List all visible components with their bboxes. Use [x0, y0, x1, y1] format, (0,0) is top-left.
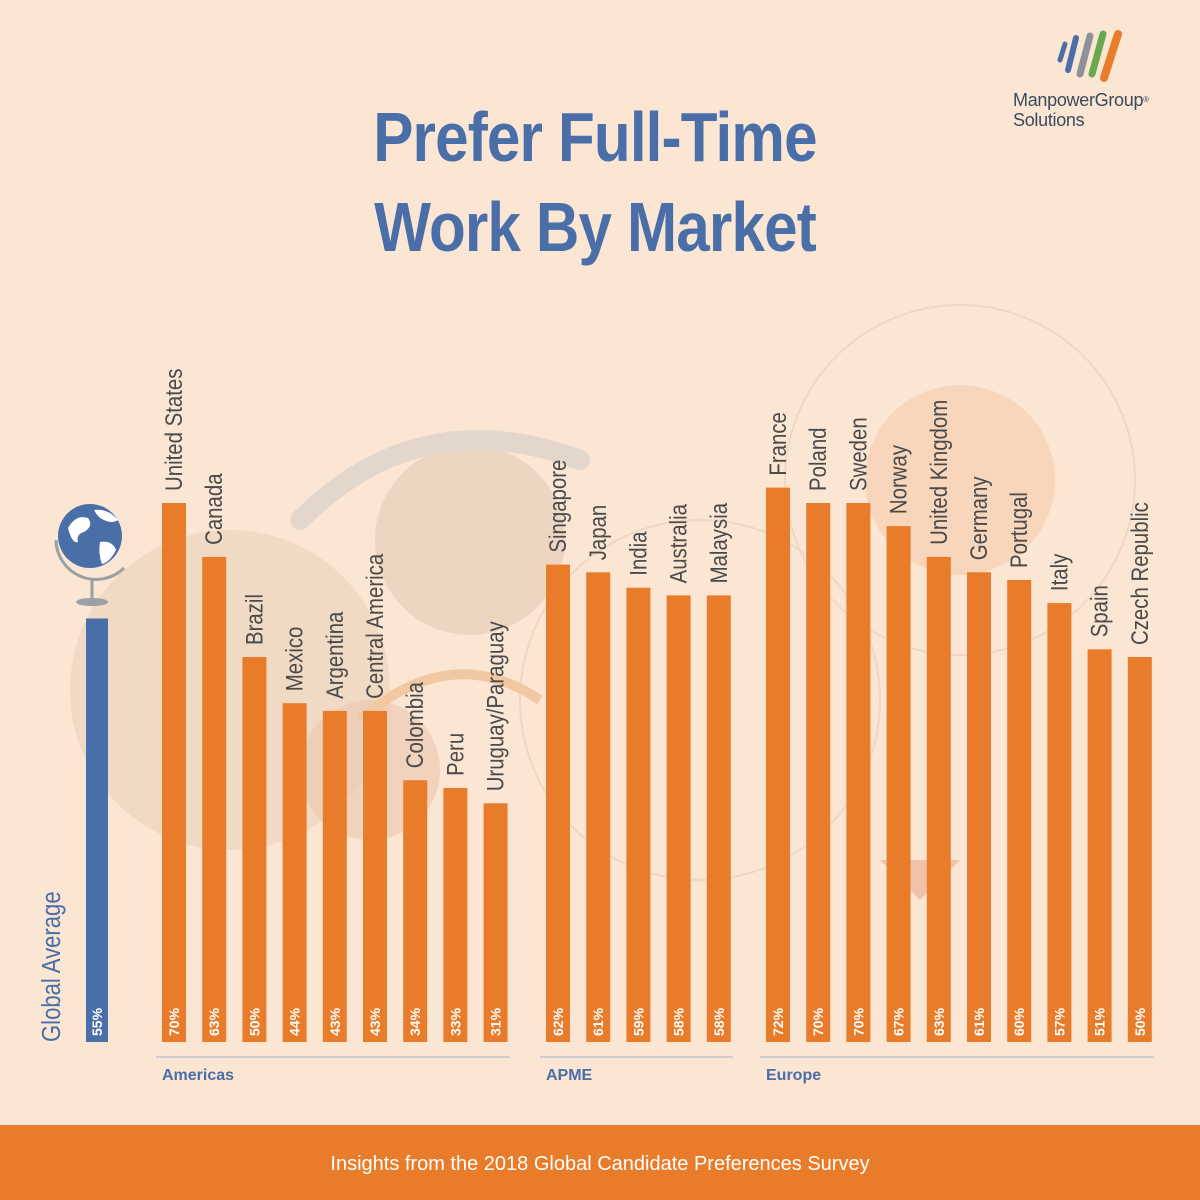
bar-malaysia — [706, 595, 731, 1042]
globe-icon-base — [76, 598, 108, 606]
bar-spain — [1087, 649, 1112, 1042]
brand-reg-mark: ® — [1143, 95, 1149, 104]
globe-icon-stand-arc — [54, 539, 126, 581]
value-label-australia: 58% — [671, 1007, 687, 1036]
category-label-france: France — [764, 412, 791, 475]
bar-singapore — [546, 564, 570, 1042]
value-label-italy: 57% — [1051, 1007, 1067, 1036]
category-label-czech-republic: Czech Republic — [1126, 502, 1153, 645]
chart-title-line-1: Prefer Full-Time — [373, 98, 817, 176]
value-label-canada: 63% — [206, 1007, 222, 1036]
bar-united-kingdom — [926, 556, 951, 1042]
value-label-france: 72% — [770, 1007, 786, 1036]
category-label-canada: Canada — [201, 473, 228, 545]
category-label-poland: Poland — [805, 427, 832, 491]
category-label-colombia: Colombia — [402, 681, 429, 768]
bar-argentina — [322, 710, 347, 1042]
category-label-malaysia: Malaysia — [705, 502, 732, 583]
category-label-spain: Spain — [1086, 585, 1113, 637]
bar-colombia — [403, 780, 428, 1042]
bar-sweden — [846, 503, 871, 1042]
bar-poland — [806, 503, 831, 1042]
bar-france — [766, 487, 790, 1043]
category-label-peru: Peru — [442, 733, 469, 776]
bar-central-america — [363, 710, 387, 1042]
category-label-norway: Norway — [885, 444, 912, 514]
value-label-brazil: 50% — [246, 1007, 262, 1036]
category-label-central-america: Central America — [361, 553, 388, 699]
bar-norway — [886, 526, 911, 1042]
bar-canada — [202, 556, 227, 1042]
value-label-sweden: 70% — [850, 1007, 866, 1036]
globe-icon — [58, 504, 122, 568]
bar-india — [626, 587, 651, 1042]
bar-mexico — [282, 703, 307, 1042]
bar-uruguay-paraguay — [483, 803, 508, 1042]
value-label-argentina: 43% — [327, 1007, 343, 1036]
category-label-argentina: Argentina — [321, 611, 348, 699]
value-label-united-kingdom: 63% — [931, 1007, 947, 1036]
brand-logo-text: ManpowerGroup® Solutions — [1013, 90, 1149, 130]
category-label-uruguay-paraguay: Uruguay/Paraguay — [482, 620, 509, 791]
value-label-poland: 70% — [810, 1007, 826, 1036]
value-label-united-states: 70% — [166, 1007, 182, 1036]
value-label-peru: 33% — [447, 1007, 463, 1036]
value-label-colombia: 34% — [407, 1007, 423, 1036]
chart-title-line-2: Work By Market — [374, 188, 817, 266]
bar-brazil — [242, 657, 267, 1042]
value-label-uruguay-paraguay: 31% — [488, 1007, 504, 1036]
category-label-mexico: Mexico — [281, 627, 308, 692]
globe-icon-land-2 — [94, 509, 118, 522]
brand-name: ManpowerGroup — [1013, 90, 1144, 110]
value-label-japan: 61% — [590, 1007, 606, 1036]
category-label-australia: Australia — [665, 503, 692, 583]
value-label-norway: 67% — [891, 1007, 907, 1036]
value-label-czech-republic: 50% — [1132, 1007, 1148, 1036]
group-label-apme: APME — [546, 1067, 593, 1084]
value-label-india: 59% — [630, 1007, 646, 1036]
category-label-japan: Japan — [585, 505, 612, 561]
global-average-bar — [86, 618, 108, 1042]
footer-text: Insights from the 2018 Global Candidate … — [330, 1153, 870, 1175]
globe-icon-land-3 — [99, 541, 116, 564]
chart-title: Prefer Full-Time Work By Market — [83, 92, 1106, 272]
value-label-mexico: 44% — [287, 1007, 303, 1036]
category-label-united-kingdom: United Kingdom — [925, 400, 952, 545]
category-label-germany: Germany — [965, 476, 992, 561]
bar-portugal — [1007, 580, 1032, 1042]
category-label-united-states: United States — [160, 369, 187, 491]
bar-italy — [1047, 603, 1072, 1042]
bar-peru — [443, 787, 468, 1042]
value-label-portugal: 60% — [1011, 1007, 1027, 1036]
value-label-germany: 61% — [971, 1007, 987, 1036]
footer-band: Insights from the 2018 Global Candidate … — [0, 1125, 1200, 1200]
category-label-india: India — [625, 531, 652, 576]
bar-germany — [967, 572, 991, 1042]
value-label-spain: 51% — [1092, 1007, 1108, 1036]
category-label-portugal: Portugal — [1006, 492, 1033, 568]
category-label-italy: Italy — [1046, 553, 1073, 591]
value-label-singapore: 62% — [550, 1007, 566, 1036]
global-average-label: Global Average — [37, 891, 66, 1042]
global-average-value-label: 55% — [89, 1007, 105, 1036]
brand-sub: Solutions — [1013, 110, 1085, 130]
category-label-brazil: Brazil — [241, 594, 268, 645]
category-label-sweden: Sweden — [845, 417, 872, 491]
bar-japan — [586, 572, 611, 1042]
bar-australia — [666, 595, 691, 1042]
group-label-europe: Europe — [766, 1067, 821, 1084]
bar-united-states — [162, 503, 186, 1042]
value-label-central-america: 43% — [367, 1007, 383, 1036]
group-label-americas: Americas — [162, 1067, 234, 1084]
globe-icon-land-1 — [68, 517, 91, 543]
value-label-malaysia: 58% — [711, 1007, 727, 1036]
category-label-singapore: Singapore — [544, 460, 571, 553]
manpower-logo-icon — [1057, 30, 1122, 82]
bar-czech-republic — [1127, 657, 1152, 1042]
